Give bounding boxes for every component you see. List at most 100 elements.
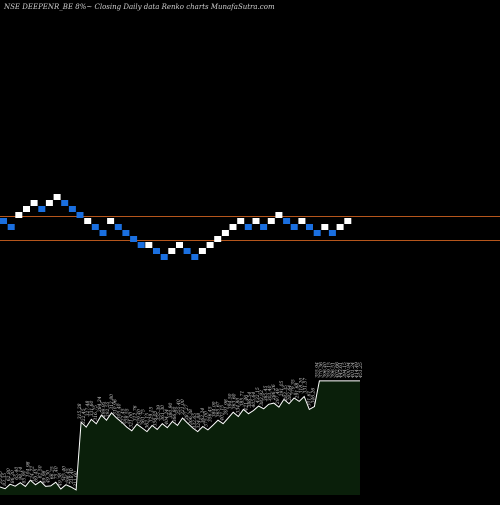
price-label: 366.38 <box>188 409 194 425</box>
price-label: 315.28 <box>77 403 83 419</box>
renko-brick-up <box>53 194 61 200</box>
price-label: 318.40 <box>69 468 75 484</box>
renko-brick-down <box>244 224 252 230</box>
price-label: 383.92 <box>259 390 265 406</box>
price-label: 355.94 <box>315 362 321 378</box>
price-label: 322.45 <box>81 408 87 424</box>
renko-brick-up <box>321 224 329 230</box>
price-label: 386.54 <box>247 392 253 408</box>
renko-brick-up <box>30 200 38 206</box>
renko-brick-up <box>23 206 30 212</box>
price-label: 414.49 <box>354 362 360 379</box>
price-label: 443.61 <box>338 362 344 379</box>
price-label: 301.61 <box>307 391 313 407</box>
price-label: 299.95 <box>101 401 107 418</box>
renko-brick-up <box>84 218 92 224</box>
price-label: 451.25 <box>358 362 364 379</box>
renko-brick-down <box>183 248 191 254</box>
renko-brick-up <box>252 218 260 224</box>
price-label: 329.40 <box>137 409 143 425</box>
price-label: 62.80 <box>6 468 12 481</box>
price-label: 316.75 <box>93 405 99 421</box>
renko-brick-up <box>107 218 115 224</box>
price-label: 375.00 <box>204 411 210 427</box>
price-label: 346.26 <box>311 388 317 404</box>
price-label: 305.40 <box>117 403 123 419</box>
price-label: 404.24 <box>164 409 170 426</box>
price-label: 283.35 <box>283 385 289 402</box>
price-label: 402.15 <box>220 405 226 422</box>
price-label: 331.57 <box>303 378 309 394</box>
price-label: 297.49 <box>275 388 281 405</box>
price-label: 82.50 <box>38 465 44 478</box>
chart-title: NSE DEEPENR_BE 8%~ Closing Daily data Re… <box>4 3 275 11</box>
price-label: 310.96 <box>113 399 119 415</box>
price-label: 298.45 <box>65 468 71 485</box>
renko-brick-up <box>206 242 214 248</box>
renko-brick-down <box>114 224 122 230</box>
renko-brick-down <box>68 206 76 212</box>
price-label: 124.22 <box>30 466 36 482</box>
renko-brick-up <box>15 212 23 218</box>
price-label: 324.88 <box>196 413 202 429</box>
price-label: 322.45 <box>121 408 127 424</box>
price-label: 385.71 <box>239 391 245 407</box>
price-label: 401.24 <box>350 362 356 379</box>
price-label: 396.51 <box>330 362 336 378</box>
price-label: 286.26 <box>271 384 277 401</box>
price-label: 356.05 <box>152 411 158 427</box>
price-area <box>0 380 360 495</box>
price-label: 327.48 <box>85 401 91 417</box>
renko-brick-up <box>214 236 222 242</box>
price-label: 402.66 <box>334 362 340 379</box>
price-label: 75.40 <box>53 466 59 479</box>
renko-brick-down <box>306 224 313 230</box>
price-label: 366.80 <box>172 407 178 423</box>
price-label: 312.76 <box>133 405 139 421</box>
price-label: 391.98 <box>224 399 230 415</box>
price-label: 362.15 <box>144 413 150 429</box>
price-label: 69.45 <box>34 469 40 482</box>
price-label: 279.35 <box>291 379 297 396</box>
price-label: 328.55 <box>125 408 131 424</box>
price-label: 311.60 <box>73 471 79 487</box>
renko-brick-up <box>168 248 176 254</box>
price-label: 380.90 <box>168 403 174 419</box>
price-label: 361.75 <box>140 409 146 425</box>
area-fill <box>0 380 360 495</box>
renko-brick-up <box>275 212 283 218</box>
price-label: 291.05 <box>279 381 285 398</box>
price-label: 405.64 <box>251 392 257 409</box>
price-label: 394.50 <box>228 393 234 409</box>
renko-brick-up <box>336 224 344 230</box>
price-label: 387.27 <box>184 404 190 420</box>
price-label: 69.98 <box>42 470 48 483</box>
price-label: 329.15 <box>148 407 154 423</box>
price-label: 365.67 <box>216 401 222 417</box>
renko-brick-down <box>290 224 298 230</box>
renko-brick-up <box>221 230 229 236</box>
price-label: 363.60 <box>231 393 237 409</box>
renko-brick-up <box>237 218 245 224</box>
renko-brick-down <box>283 218 291 224</box>
price-label: 65.40 <box>14 467 20 480</box>
renko-brick-down <box>191 254 199 260</box>
renko-brick-up <box>198 248 206 254</box>
price-label: 98.14 <box>18 467 24 480</box>
price-label: 85.90 <box>22 470 28 483</box>
price-label: 385.45 <box>263 385 269 401</box>
price-label: 355.39 <box>156 405 162 421</box>
renko-brick-up <box>267 218 275 224</box>
price-label: 334.80 <box>235 398 241 414</box>
renko-brick-down <box>153 248 160 254</box>
price-label: 282.64 <box>287 385 293 402</box>
price-label: 355.40 <box>176 399 182 415</box>
price-label: 86.30 <box>10 470 16 483</box>
renko-brick-down <box>99 230 107 236</box>
price-label: 359.15 <box>326 362 332 378</box>
price-label: 394.15 <box>342 362 348 378</box>
price-label: 384.00 <box>212 401 218 417</box>
price-label: 104.98 <box>26 461 32 477</box>
